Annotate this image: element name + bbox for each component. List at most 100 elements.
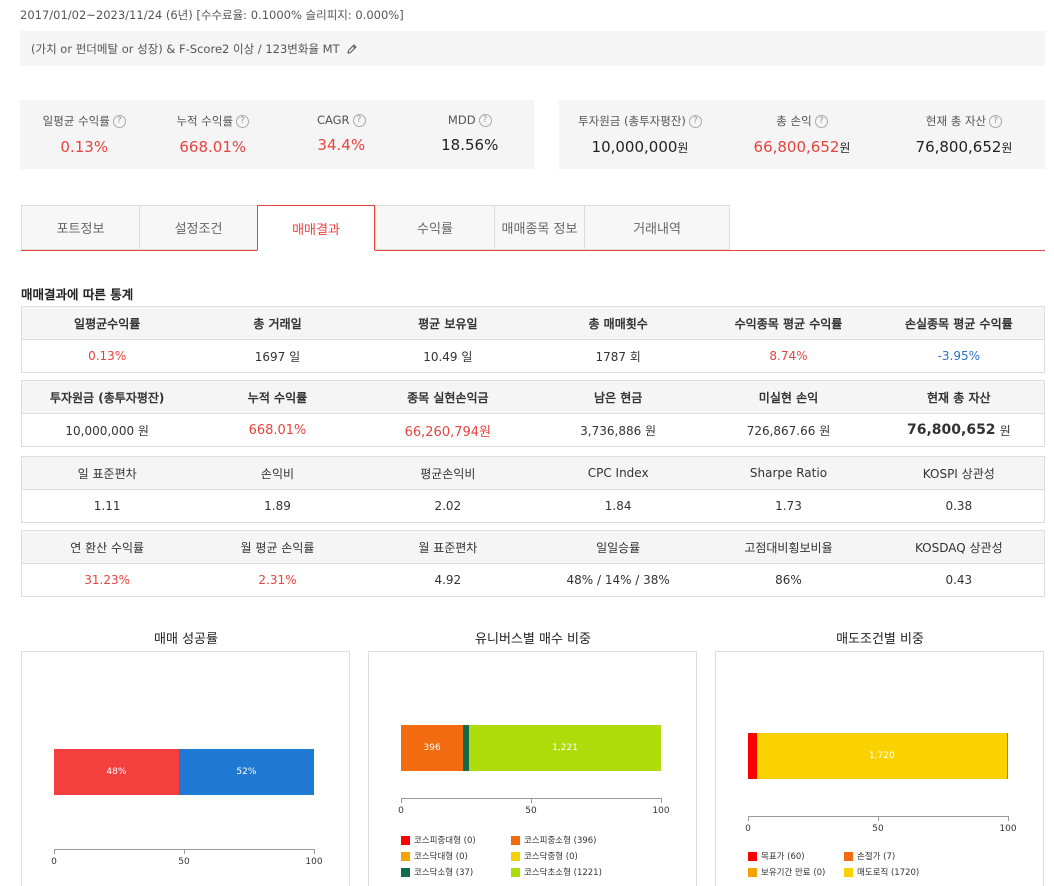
legend-item[interactable]: 보유기간 만료 (0) [748, 866, 825, 878]
chart-universe-ratio: 396 1,221 0 50 100 코스피중대형 (0) 코스피중소형 (396) 코스닥대… [368, 651, 697, 886]
legend-swatch [401, 835, 410, 845]
help-icon[interactable]: ? [112, 114, 126, 128]
stat-header: 연 환산 수익률 [70, 540, 145, 555]
tick-label: 0 [745, 824, 751, 834]
tick-label: 0 [398, 806, 404, 816]
legend-label: 코스닥초소형 (1221) [524, 868, 602, 878]
help-icon[interactable]: ? [352, 113, 366, 127]
axis-tick [531, 798, 532, 803]
summary-value: 18.56% [441, 136, 499, 154]
bar-segment: 1,221 [469, 725, 661, 771]
tab-transactions[interactable]: 거래내역 [584, 205, 730, 250]
stat-value: 8.74% [769, 349, 808, 363]
chart-sell-condition: 1,720 0 50 100 목표가 (60) 손절가 (7) 보유기간 만료 (0) 매도로… [715, 651, 1044, 886]
tick-label: 50 [525, 806, 537, 816]
summary-returns-panel: 일평균 수익률? 0.13% 누적 수익률? 668.01% CAGR? 34.… [20, 100, 534, 169]
bar-segment [1006, 733, 1008, 779]
axis-tick [661, 798, 662, 803]
legend-swatch [401, 851, 410, 861]
tab-port-info[interactable]: 포트정보 [21, 205, 139, 250]
axis-tick [878, 816, 879, 821]
tab-settings[interactable]: 설정조건 [139, 205, 257, 250]
legend-label: 보유기간 만료 (0) [761, 868, 826, 878]
stat-value: 48% / 14% / 38% [566, 573, 670, 587]
stat-header: 총 매매횟수 [588, 316, 648, 331]
help-icon[interactable]: ? [814, 114, 828, 128]
summary-value: 76,800,652원 [915, 138, 1013, 156]
tick-label: 100 [999, 824, 1017, 834]
help-icon[interactable]: ? [688, 114, 702, 128]
summary-value: 0.13% [60, 138, 109, 156]
stat-header: 총 거래일 [253, 316, 302, 331]
stats-title: 매매결과에 따른 통계 [21, 287, 134, 302]
stat-header: 손익비 [260, 466, 295, 481]
legend-item[interactable]: 코스피중대형 (0) [401, 834, 476, 846]
tick-label: 100 [652, 806, 670, 816]
tab-trade-results[interactable]: 매매결과 [257, 205, 375, 251]
summary-value: 668.01% [179, 138, 247, 156]
legend-swatch [511, 851, 520, 861]
help-icon[interactable]: ? [989, 114, 1003, 128]
legend-item[interactable]: 목표가 (60) [748, 850, 805, 862]
stat-value: -3.95% [937, 349, 981, 363]
legend-item[interactable]: 매도로직 (1720) [844, 866, 919, 878]
stat-value: 0.38 [945, 499, 973, 513]
chart-title-universe: 유니버스별 매수 비중 [475, 632, 591, 647]
legend-item[interactable]: 코스닥소형 (37) [401, 866, 473, 878]
summary-label: 현재 총 자산 [925, 114, 987, 128]
summary-cagr: CAGR? 34.4% [277, 100, 406, 169]
summary-cumulative-return: 누적 수익률? 668.01% [149, 100, 278, 169]
help-icon[interactable]: ? [236, 114, 250, 128]
tab-returns[interactable]: 수익률 [375, 205, 494, 250]
legend-item[interactable]: 코스닥초소형 (1221) [511, 866, 602, 878]
stat-header: KOSDAQ 상관성 [914, 540, 1003, 555]
axis-tick [184, 849, 185, 854]
axis-tick [401, 798, 402, 803]
stat-header: 고점대비횡보비율 [744, 540, 833, 555]
strategy-text: (가치 or 펀더메탈 or 성장) & F-Score2 이상 / 123변화… [31, 41, 340, 56]
legend-item[interactable]: 코스닥대형 (0) [401, 850, 468, 862]
legend-item[interactable]: 코스피중소형 (396) [511, 834, 596, 846]
stat-header: 월 평균 손익률 [240, 540, 315, 555]
result-tabs: 포트정보 설정조건 매매결과 수익률 매매종목 정보 거래내역 [21, 205, 1045, 251]
stat-header: 평균 보유일 [418, 316, 478, 331]
stats-table-1: 일평균수익률 총 거래일 평균 보유일 총 매매횟수 수익종목 평균 수익률 손… [21, 306, 1045, 373]
legend-label: 코스피중소형 (396) [524, 836, 597, 846]
tick-label: 50 [178, 857, 190, 867]
summary-label: CAGR [316, 113, 350, 127]
stat-header: 일일승률 [596, 540, 641, 555]
chart-title-sell: 매도조건별 비중 [836, 632, 924, 647]
stat-value: 668.01% [248, 422, 307, 438]
summary-total-profit: 총 손익? 66,800,652원 [721, 100, 883, 169]
stat-header: 미실현 손익 [758, 390, 819, 405]
stat-value: 2.31% [258, 573, 297, 587]
stat-header: 투자원금 (총투자평잔) [49, 390, 165, 405]
stat-value: 4.92 [434, 573, 462, 587]
stat-header: 평균손익비 [420, 466, 476, 481]
legend-label: 손절가 (7) [857, 852, 896, 862]
help-icon[interactable]: ? [478, 113, 492, 127]
legend-swatch [748, 867, 757, 877]
stat-header: 월 표준편차 [418, 540, 478, 555]
legend-item[interactable]: 손절가 (7) [844, 850, 895, 862]
pencil-icon[interactable] [346, 43, 358, 55]
legend-item[interactable]: 코스닥중형 (0) [511, 850, 578, 862]
stat-value: 1697 일 [254, 349, 301, 364]
summary-label: 일평균 수익률 [42, 114, 110, 128]
stat-value: 31.23% [84, 573, 131, 587]
stat-header: 수익종목 평균 수익률 [734, 316, 843, 331]
stat-value: 0.13% [88, 349, 127, 363]
axis-tick [748, 816, 749, 821]
tick-label: 50 [872, 824, 884, 834]
stat-value: 1.84 [604, 499, 632, 513]
tab-trade-items[interactable]: 매매종목 정보 [494, 205, 584, 250]
tick-label: 0 [51, 857, 57, 867]
summary-label: 누적 수익률 [176, 114, 234, 128]
axis-tick [314, 849, 315, 854]
stat-header: 손실종목 평균 수익률 [904, 316, 1013, 331]
stats-table-2: 투자원금 (총투자평잔) 누적 수익률 종목 실현손익금 남은 현금 미실현 손… [21, 380, 1045, 447]
stat-value: 3,736,886 원 [580, 423, 657, 438]
stat-value: 2.02 [434, 499, 462, 513]
legend-label: 코스닥소형 (37) [414, 868, 474, 878]
chart-success-rate: 48% 52% 0 50 100 [21, 651, 350, 886]
